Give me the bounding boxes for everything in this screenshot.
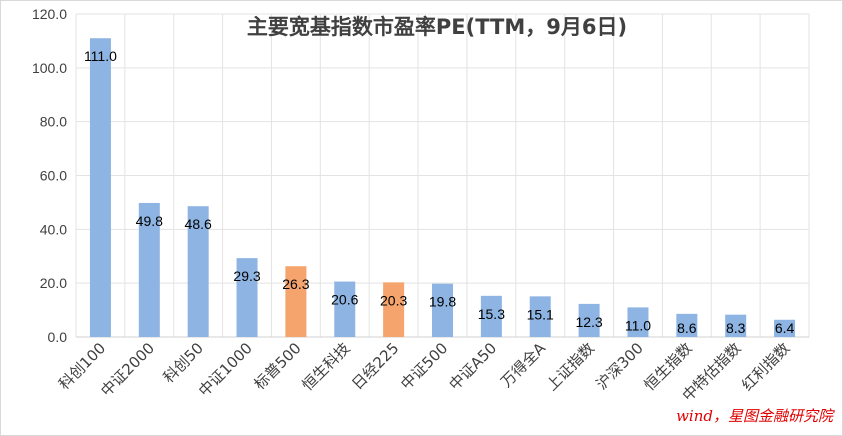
bar <box>578 303 600 337</box>
x-tick-label: 日经225 <box>348 339 402 393</box>
y-tick-label: 60.0 <box>40 168 67 184</box>
bar <box>774 319 796 337</box>
data-label: 111.0 <box>84 48 117 64</box>
bar <box>89 38 111 337</box>
bar <box>627 307 649 337</box>
y-tick-label: 120.0 <box>32 6 67 22</box>
bar <box>334 281 356 337</box>
data-label: 6.4 <box>775 320 795 336</box>
x-tick-label: 中证1000 <box>195 339 256 400</box>
bar <box>138 202 160 337</box>
bar <box>529 296 551 337</box>
x-tick-label: 沪深300 <box>593 339 647 393</box>
x-tick-label: 恒生科技 <box>298 339 353 394</box>
x-tick-label: 中证500 <box>397 339 451 393</box>
bars <box>89 38 796 337</box>
data-label: 26.3 <box>282 276 309 292</box>
x-tick-label: 科创50 <box>160 339 207 386</box>
x-tick-label: 上证指数 <box>543 339 598 394</box>
gridlines <box>75 13 810 338</box>
data-label: 20.3 <box>380 292 407 308</box>
bar <box>383 282 405 337</box>
x-tick-label: 万得全A <box>497 339 549 391</box>
y-tick-label: 40.0 <box>40 221 67 237</box>
x-tick-label: 标普500 <box>251 339 305 393</box>
y-tick-label: 80.0 <box>40 114 67 130</box>
x-tick-label: 红利指数 <box>738 339 793 394</box>
bar <box>285 266 307 337</box>
y-tick-label: 20.0 <box>40 275 67 291</box>
y-tick-label: 0.0 <box>48 329 68 345</box>
x-tick-label: 中证2000 <box>97 339 158 400</box>
bar <box>432 283 453 337</box>
data-label: 29.3 <box>233 268 260 284</box>
data-label: 49.8 <box>136 213 163 229</box>
x-tick-label: 中证A50 <box>445 339 500 394</box>
data-label: 15.1 <box>527 306 554 322</box>
data-label: 19.8 <box>429 294 456 310</box>
bar <box>236 258 258 337</box>
source-note: wind，星图金融研究院 <box>676 407 835 425</box>
bar <box>187 206 209 337</box>
data-label: 20.6 <box>331 292 358 308</box>
data-label: 15.3 <box>478 306 505 322</box>
chart-title: 主要宽基指数市盈率PE(TTM，9月6日) <box>247 15 627 39</box>
y-tick-label: 100.0 <box>32 60 67 76</box>
bar <box>725 314 747 337</box>
y-axis-ticks: 0.0 20.0 40.0 60.0 80.0 100.0 120.0 <box>32 6 67 345</box>
data-label: 48.6 <box>185 216 212 232</box>
data-label: 12.3 <box>575 314 602 330</box>
data-label: 8.6 <box>677 320 697 336</box>
bar <box>480 295 502 337</box>
data-label: 8.3 <box>726 320 746 336</box>
data-label: 11.0 <box>625 317 651 333</box>
data-labels: 111.0 49.8 48.6 29.3 26.3 20.6 20.3 19.8 15.3 15.… <box>84 48 795 336</box>
bar <box>676 313 698 337</box>
